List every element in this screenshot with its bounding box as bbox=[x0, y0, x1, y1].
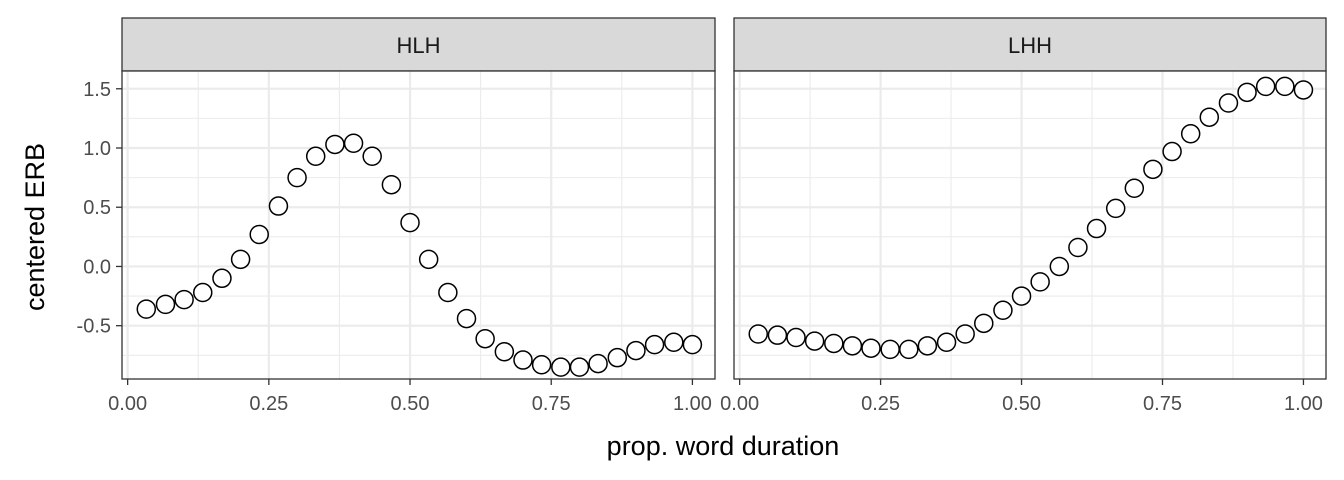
data-point bbox=[249, 224, 269, 245]
data-point bbox=[174, 289, 194, 310]
data-point bbox=[1049, 256, 1070, 277]
data-point bbox=[1068, 237, 1088, 258]
data-point bbox=[1255, 76, 1276, 97]
data-point bbox=[494, 342, 515, 362]
data-point bbox=[626, 340, 646, 361]
data-point bbox=[607, 347, 628, 368]
y-tick-label: -0.5 bbox=[77, 316, 111, 338]
data-point bbox=[1105, 198, 1126, 219]
x-tick-label: 1.00 bbox=[1284, 393, 1323, 415]
data-point bbox=[1030, 272, 1050, 292]
data-point bbox=[1011, 286, 1032, 306]
data-point bbox=[362, 146, 382, 167]
facet-strip bbox=[121, 17, 716, 72]
data-point bbox=[936, 332, 957, 353]
data-point bbox=[917, 336, 938, 356]
data-point bbox=[268, 196, 289, 216]
data-point bbox=[193, 282, 213, 303]
data-point bbox=[418, 249, 439, 270]
data-point bbox=[136, 299, 157, 319]
data-point bbox=[381, 174, 402, 195]
data-point bbox=[861, 338, 881, 358]
data-point bbox=[212, 268, 232, 289]
data-point bbox=[1293, 80, 1314, 100]
data-point bbox=[400, 212, 420, 233]
data-point bbox=[824, 333, 844, 354]
data-point bbox=[880, 339, 900, 360]
panel-border bbox=[121, 70, 716, 380]
data-point bbox=[343, 133, 364, 154]
y-tick-label: 0.5 bbox=[83, 197, 111, 219]
x-tick-label: 0.25 bbox=[861, 393, 900, 415]
data-point bbox=[842, 336, 863, 356]
data-point bbox=[513, 350, 533, 370]
x-tick-label: 0.25 bbox=[249, 393, 288, 415]
x-axis-title: prop. word duration bbox=[607, 431, 840, 461]
facet-strip-label: HLH bbox=[396, 33, 440, 58]
facet-strip-label: LHH bbox=[1008, 33, 1052, 58]
x-tick-label: 0.75 bbox=[1143, 393, 1182, 415]
data-point bbox=[899, 339, 919, 360]
data-point bbox=[569, 357, 590, 377]
data-point bbox=[551, 357, 571, 377]
data-point bbox=[155, 294, 176, 315]
data-point bbox=[993, 300, 1013, 321]
panel-background bbox=[734, 71, 1326, 379]
data-point bbox=[664, 332, 684, 353]
data-point bbox=[1086, 218, 1107, 239]
data-point bbox=[1180, 124, 1201, 144]
data-point bbox=[1218, 93, 1239, 113]
data-point bbox=[588, 353, 608, 374]
data-point bbox=[955, 324, 975, 344]
data-point bbox=[1143, 159, 1163, 180]
data-point bbox=[682, 334, 703, 355]
facet-panel-hlh: HLH 0.00 0.25 0.50 0.75 1.00 -0.5 0.0 0.5 1.0 1.5 bbox=[77, 17, 716, 415]
data-point bbox=[644, 334, 665, 355]
x-tick-label: 1.00 bbox=[673, 393, 712, 415]
data-point bbox=[1162, 141, 1182, 162]
data-point bbox=[287, 167, 307, 188]
data-point bbox=[748, 324, 768, 344]
data-point bbox=[974, 313, 994, 334]
data-point bbox=[786, 327, 806, 348]
facet-panel-lhh: LHH 0.00 0.25 0.50 0.75 1.00 bbox=[720, 17, 1327, 415]
data-point bbox=[767, 325, 788, 345]
x-tick-label: 0.50 bbox=[391, 393, 430, 415]
data-point bbox=[325, 134, 345, 155]
data-point bbox=[1237, 82, 1257, 103]
x-tick-label: 0.50 bbox=[1002, 393, 1041, 415]
data-point bbox=[475, 328, 495, 349]
panel-border bbox=[733, 70, 1327, 380]
x-tick-label: 0.75 bbox=[532, 393, 571, 415]
y-tick-label: 0.0 bbox=[83, 256, 111, 278]
data-point bbox=[456, 308, 477, 329]
data-point bbox=[438, 282, 458, 303]
facet-strip bbox=[733, 17, 1327, 72]
x-tick-label: 0.00 bbox=[108, 393, 147, 415]
y-tick-label: 1.5 bbox=[83, 79, 111, 101]
data-point bbox=[305, 146, 326, 167]
data-point bbox=[531, 355, 552, 375]
data-point bbox=[1124, 178, 1145, 199]
x-tick-label: 0.00 bbox=[720, 393, 759, 415]
data-point bbox=[804, 331, 825, 351]
y-axis-title: centered ERB bbox=[20, 143, 50, 311]
data-point bbox=[230, 249, 251, 270]
data-point bbox=[1199, 107, 1220, 127]
data-point bbox=[1275, 76, 1295, 97]
y-tick-label: 1.0 bbox=[83, 138, 111, 160]
